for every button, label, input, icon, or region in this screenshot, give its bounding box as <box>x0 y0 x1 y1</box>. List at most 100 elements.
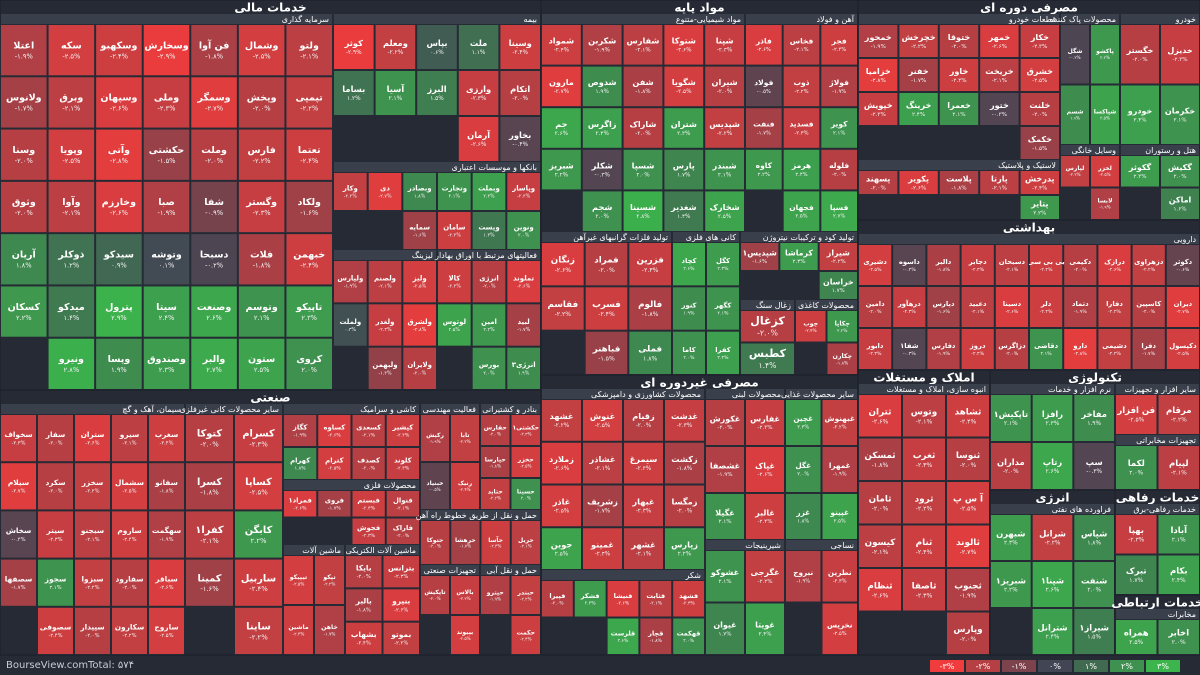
tile-change: -۲.۶% <box>757 47 771 53</box>
tile-change: ۲.۲% <box>1100 55 1110 60</box>
tile-name: شفا۱ <box>900 342 919 350</box>
tile-name: وشمال <box>245 40 279 51</box>
tile-change: -۲.۶% <box>517 284 530 290</box>
tile-change: -۱.۸% <box>253 261 271 269</box>
tile-change: -۲.۴% <box>1040 267 1053 273</box>
tile-name: سغرب <box>155 430 178 439</box>
tile-name: تعتما <box>298 145 321 156</box>
tile-name: وتجارت <box>442 184 467 192</box>
tile <box>581 107 623 149</box>
tile-name: ختوقا <box>948 32 971 42</box>
tile-name: پکویر <box>907 173 929 183</box>
tile-name: سکارون <box>115 623 145 632</box>
group-header <box>284 480 419 490</box>
tile-name: لوتوس <box>443 318 467 326</box>
tile <box>606 580 640 618</box>
tile <box>858 58 899 92</box>
tile-change: -۲.۲% <box>86 489 100 495</box>
tile <box>785 446 822 493</box>
tile-name: دکوثر <box>1173 258 1193 266</box>
tile-change: -۱.۷% <box>911 78 927 84</box>
tile-change: ۲.۵% <box>555 551 569 557</box>
group-header <box>481 404 540 414</box>
tile <box>704 24 746 66</box>
tile-change: -۲.۰% <box>253 105 271 113</box>
tile-change: -۲.۶% <box>328 432 341 438</box>
tile-change: -۲.۳% <box>517 194 530 200</box>
tile-change: ۲.۹% <box>111 314 127 322</box>
tile <box>1060 155 1090 188</box>
tile-name: غگرجی <box>751 567 780 577</box>
tile-name: بساما <box>342 84 365 94</box>
tile-name: تملوند <box>513 275 534 283</box>
tile <box>437 303 472 347</box>
tile-name: لبید <box>518 318 531 326</box>
tile-name: شرانل <box>1039 528 1066 539</box>
tile-name: دابور <box>866 342 884 350</box>
tile-change: ۲.۴% <box>1133 117 1146 123</box>
tile-name: فجر <box>831 36 847 45</box>
group-title: مخابرات <box>1168 610 1196 619</box>
tile-change: -۲.۱% <box>872 549 889 556</box>
tile <box>1115 394 1158 435</box>
tile <box>705 493 745 540</box>
tile <box>345 555 383 589</box>
tile-change: ۲.۱% <box>717 310 729 316</box>
tile-change: ۱.۴% <box>758 361 776 370</box>
tile-name: وپاسار <box>511 184 535 192</box>
tile-name: تپکو <box>322 574 335 581</box>
tile-change: ۱.۸% <box>295 465 307 471</box>
tile-change: ۲.۴% <box>717 355 729 361</box>
tile-name: کابگن <box>245 524 273 536</box>
group-header <box>334 250 436 260</box>
tile-change: -۲.۱% <box>992 185 1008 191</box>
group-title: بیمه <box>523 15 537 24</box>
tile-name: گکوثر <box>1128 162 1152 172</box>
tile-change: -۲.۰% <box>871 185 887 191</box>
tile-change: ۲.۲% <box>758 172 770 178</box>
group-header <box>786 389 857 399</box>
tile <box>0 24 48 77</box>
tile-name: غچین <box>793 414 813 423</box>
tile <box>234 558 283 607</box>
tile-change: ۲.۷% <box>833 214 845 220</box>
tile-change: -۲.۴% <box>682 601 695 607</box>
tile-change: ۲.۱% <box>254 314 270 322</box>
tile-change: ۲.۰% <box>1087 587 1101 593</box>
tile-change: ۱.۹% <box>683 310 695 316</box>
tile-change: -۲.۰% <box>960 636 977 643</box>
tile-name: کروی <box>296 354 323 365</box>
tile-name: دروز <box>969 342 986 350</box>
tile <box>237 76 286 129</box>
tile-name: لخزر <box>1097 165 1112 172</box>
tile-change: ۲.۵% <box>449 327 461 333</box>
tile <box>938 58 980 92</box>
tile <box>95 76 143 129</box>
tile-change: -۲.۳% <box>833 578 847 584</box>
tile <box>785 550 822 603</box>
legend-label: -۳% <box>940 662 955 671</box>
tile-change: -۲.۴% <box>805 328 817 334</box>
tile-change: ۲.۱% <box>389 96 403 102</box>
tile <box>664 527 705 570</box>
group-title: انبوه سازی، املاک و مستغلات <box>886 385 986 394</box>
tile <box>374 24 417 70</box>
tile-change: -۲.۲% <box>831 259 846 265</box>
tile-name: سکرد <box>46 478 66 487</box>
tile-change: -۲.۵% <box>869 267 882 273</box>
tile-change: -۲.۰% <box>1003 469 1019 475</box>
tile <box>314 555 345 605</box>
tile <box>960 328 995 370</box>
tile-change: -۲.۰% <box>49 489 63 495</box>
tile-name: خراسان <box>823 277 854 286</box>
group-title: خدمات رفاهی-برق <box>1133 505 1196 514</box>
tile-name: سامان <box>443 223 465 231</box>
tile-name: جوین <box>551 539 573 550</box>
tile-name: بورس <box>479 361 500 369</box>
tile-change: -۱.۷% <box>15 105 33 113</box>
tile-change: -۲.۵% <box>62 52 80 60</box>
tile-name: فنوال <box>393 497 413 505</box>
tile <box>420 462 450 510</box>
